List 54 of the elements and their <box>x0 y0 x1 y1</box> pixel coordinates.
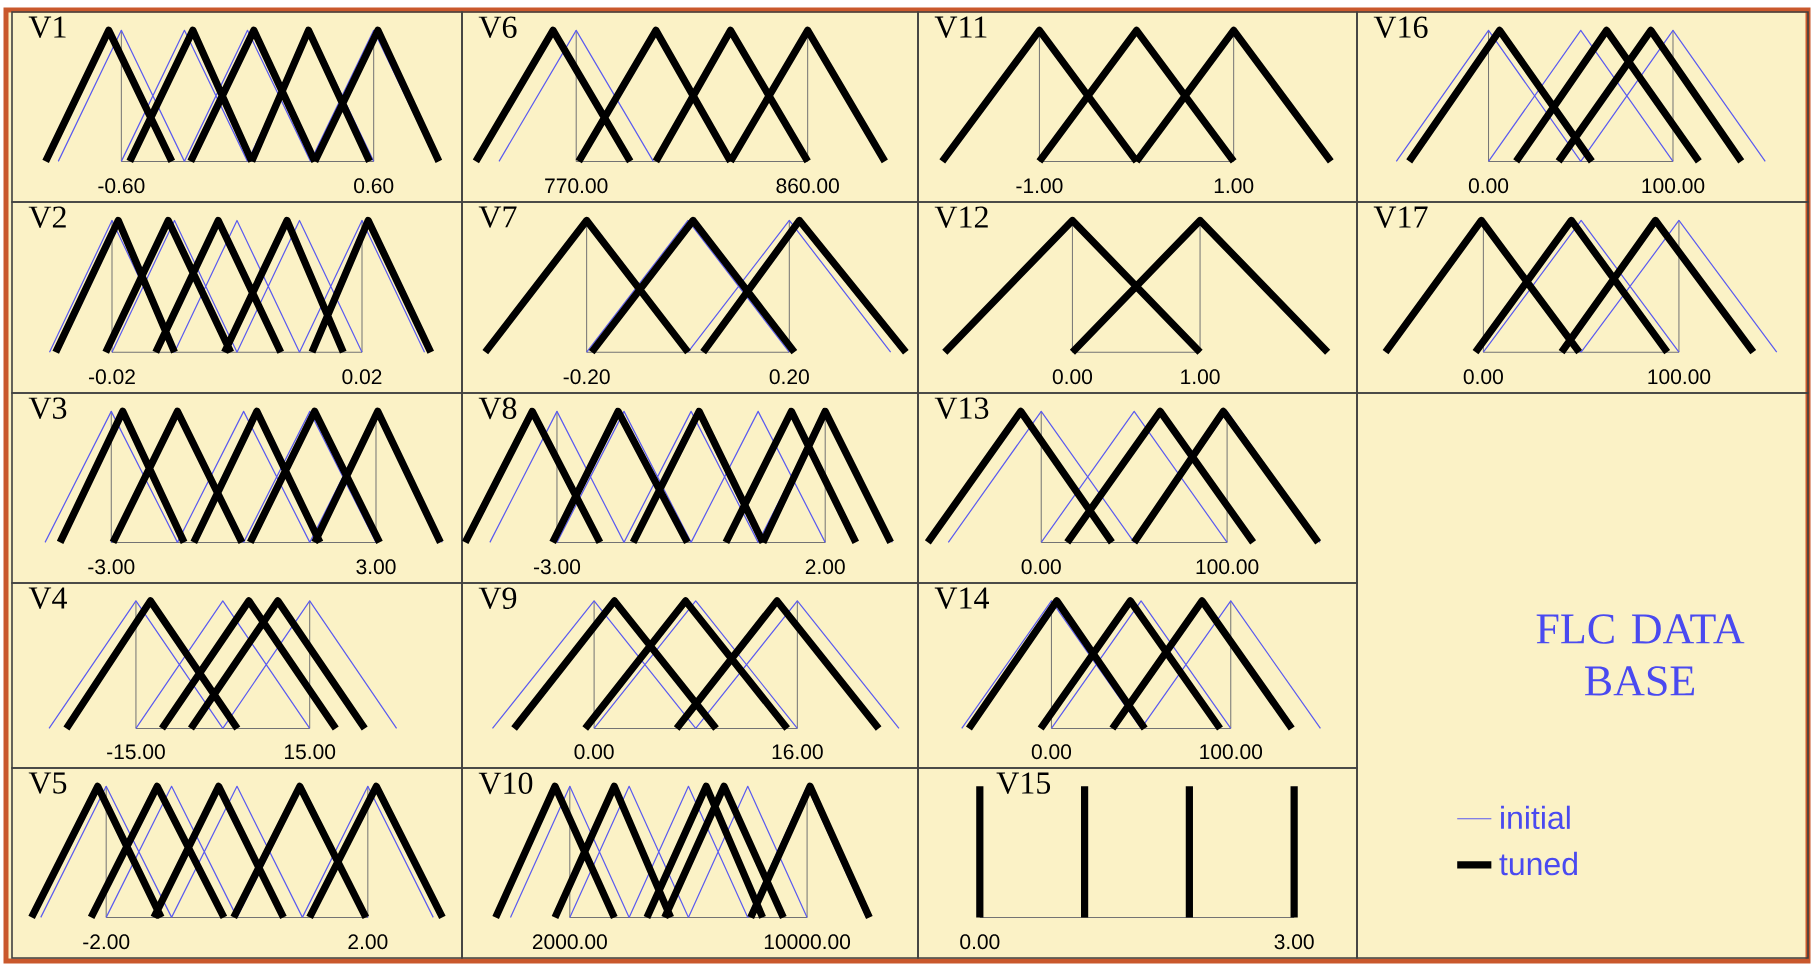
x-tick-label: 0.00 <box>960 934 1000 950</box>
x-tick-label: 1.00 <box>1181 369 1220 385</box>
text: FLC DATA BASE <box>1536 614 1745 696</box>
x-tick-label: -0.60 <box>98 178 145 194</box>
chart-title: V8 <box>478 397 517 420</box>
x-tick-label: 2.00 <box>805 559 845 575</box>
x-tick-label: 0.00 <box>1052 369 1093 385</box>
x-tick-label: 16.00 <box>772 744 823 760</box>
x-tick-label: 0.00 <box>574 744 614 760</box>
x-tick-label: 3.00 <box>356 559 396 575</box>
x-tick-label: -0.02 <box>89 369 135 385</box>
chart-title: V15 <box>996 772 1051 795</box>
x-tick-label: 0.00 <box>1031 744 1072 760</box>
x-tick-label: -15.00 <box>107 744 165 760</box>
chart-title: V5 <box>28 772 67 794</box>
chart-title: V12 <box>934 206 988 229</box>
x-tick-label: 100.00 <box>1642 178 1705 194</box>
x-tick-label: -0.20 <box>563 369 610 385</box>
chart-title: V7 <box>478 206 517 228</box>
x-tick-label: 1.00 <box>1214 178 1254 194</box>
chart-title: V16 <box>1373 16 1428 39</box>
x-tick-label: 2.00 <box>348 934 388 950</box>
x-tick-label: 10000.00 <box>764 934 851 950</box>
x-tick-label: 100.00 <box>1200 744 1263 760</box>
legend-label: tuned <box>1499 851 1577 876</box>
x-tick-label: 100.00 <box>1196 559 1259 575</box>
x-tick-label: 2000.00 <box>532 934 607 950</box>
x-tick-label: 0.60 <box>354 178 394 194</box>
x-tick-label: -2.00 <box>83 934 130 950</box>
x-tick-label: 0.00 <box>1468 178 1509 194</box>
chart-title: V6 <box>478 16 517 39</box>
chart-title: V3 <box>28 397 67 420</box>
chart-title: V4 <box>28 587 67 609</box>
x-tick-label: 0.20 <box>769 369 809 385</box>
x-tick-label: 0.00 <box>1021 559 1061 575</box>
x-tick-label: 3.00 <box>1274 934 1314 950</box>
chart-title: V1 <box>28 16 66 38</box>
x-tick-label: 860.00 <box>776 178 839 194</box>
chart-title: V10 <box>478 772 533 795</box>
chart-title: V9 <box>478 587 517 610</box>
x-tick-label: 15.00 <box>285 744 336 760</box>
chart-title: V11 <box>934 16 987 38</box>
x-tick-label: 0.02 <box>342 369 382 385</box>
chart-title: V17 <box>1373 206 1428 229</box>
x-tick-label: -1.00 <box>1016 178 1063 194</box>
x-tick-label: 100.00 <box>1648 369 1711 385</box>
x-tick-label: -3.00 <box>533 559 581 575</box>
x-tick-label: 0.00 <box>1463 369 1503 385</box>
chart-title: V13 <box>934 397 989 420</box>
x-tick-label: 770.00 <box>545 178 608 194</box>
chart-title: V14 <box>934 587 990 609</box>
chart-title: V2 <box>28 206 66 229</box>
x-tick-label: -3.00 <box>88 559 135 575</box>
legend-label: initial <box>1501 805 1570 830</box>
